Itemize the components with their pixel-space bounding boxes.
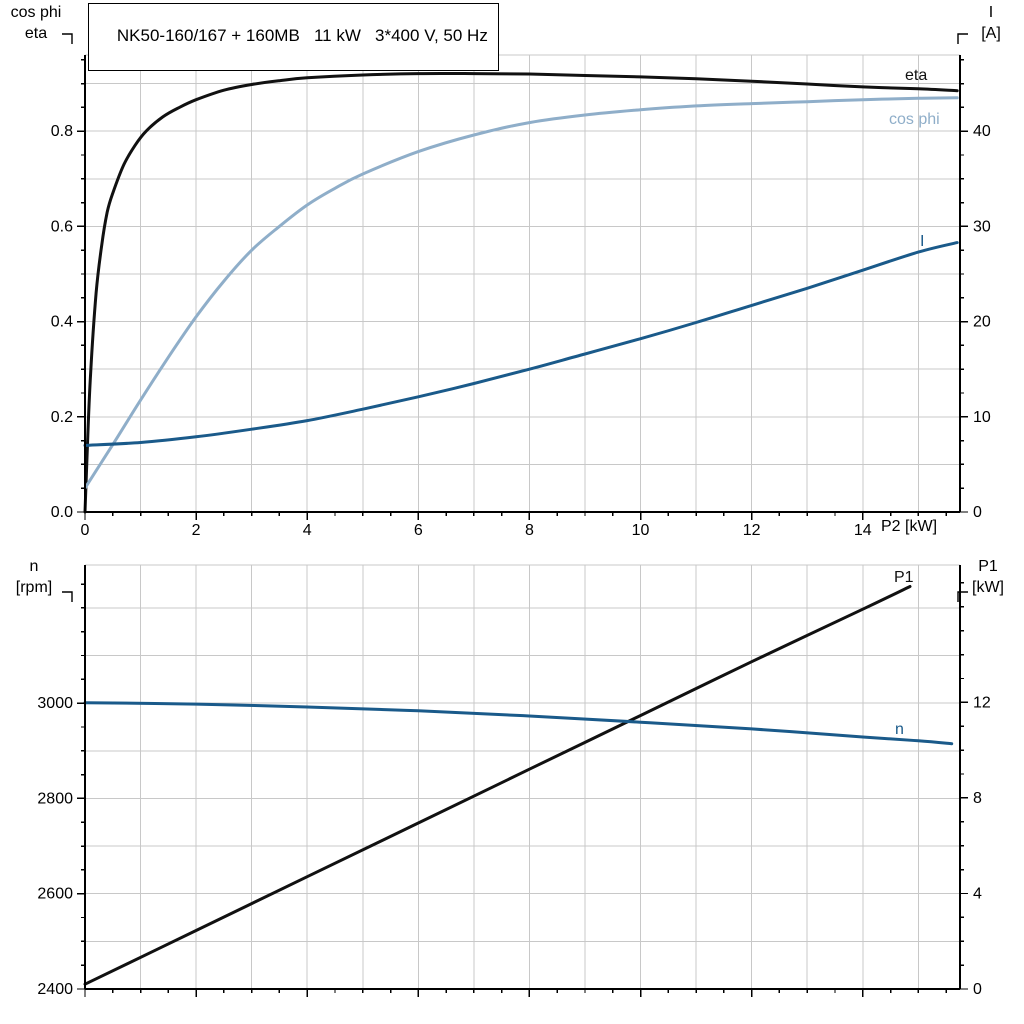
series-curve-n	[83, 701, 954, 746]
y-right-tick-label: 30	[973, 218, 991, 235]
series-curve-eta	[83, 71, 959, 514]
tick-labels: 0 2 4 6 8 10 12 14 0.0 0.2 0.4 0.6 0.8 0 10 20 30 40	[51, 123, 991, 539]
left-axis-title-bottom-line1: n	[29, 558, 39, 575]
curve-label-n: n	[895, 721, 904, 738]
x-axis-label: P2 [kW]	[881, 518, 938, 535]
right-axis-title-line1: I	[988, 4, 994, 21]
left-axis-title-top-panel: cos phi eta	[4, 2, 68, 44]
y-left-tick-label: 2600	[37, 886, 73, 903]
x-tick-label: 10	[632, 522, 650, 539]
y-left-tick-label: 0.8	[51, 123, 73, 140]
y-right-tick-label: 20	[973, 314, 991, 331]
y-right-tick-label: 10	[973, 409, 991, 426]
series-curve-cos-phi	[83, 96, 959, 490]
left-axis-title-bottom-panel: n [rpm]	[4, 556, 64, 598]
y-left-tick-label: 2400	[37, 981, 73, 998]
axis-corner-mark	[957, 591, 968, 602]
ticks	[77, 582, 968, 997]
curve-label-cos-phi: cos phi	[889, 111, 940, 128]
right-axis-title-bottom-line2: [kW]	[972, 579, 1004, 596]
chart-title: NK50-160/167 + 160MB 11 kW 3*400 V, 50 H…	[116, 26, 488, 45]
left-axis-title-bottom-line2: [rpm]	[15, 579, 53, 596]
gridlines	[85, 54, 960, 512]
y-left-tick-label: 0.4	[51, 314, 73, 331]
axis-corner-mark	[957, 33, 968, 44]
x-tick-label: 12	[743, 522, 761, 539]
y-right-tick-label: 4	[973, 885, 982, 902]
right-axis-title-top-panel: I [A]	[965, 2, 1017, 44]
series-curve-P1	[83, 585, 912, 986]
tick-labels: 2400 2600 2800 3000 0 4 8 12	[37, 694, 990, 998]
curve-label-eta: eta	[905, 67, 927, 84]
panel-motor-electrical-panel: 0 2 4 6 8 10 12 14 0.0 0.2 0.4 0.6 0.8 0 10 20 30 40 eta co…	[51, 54, 991, 539]
curve-label-I: I	[920, 233, 924, 250]
left-axis-title-line2: eta	[24, 25, 48, 42]
y-right-tick-label: 8	[973, 790, 982, 807]
y-left-tick-label: 3000	[37, 695, 73, 712]
x-tick-label: 8	[525, 522, 534, 539]
chart-title-box: NK50-160/167 + 160MB 11 kW 3*400 V, 50 H…	[88, 3, 499, 71]
right-axis-title-line2: [A]	[981, 25, 1001, 42]
y-right-tick-label: 12	[973, 694, 991, 711]
y-left-tick-label: 2800	[37, 790, 73, 807]
y-right-tick-label: 0	[973, 981, 982, 998]
x-tick-label: 6	[414, 522, 423, 539]
axis-corner-mark	[62, 33, 73, 44]
x-tick-label: 4	[303, 522, 312, 539]
right-axis-title-bottom-line1: P1	[978, 558, 998, 575]
left-axis-title-line1: cos phi	[10, 4, 62, 21]
x-tick-label: 14	[854, 522, 872, 539]
curve-label-P1: P1	[894, 569, 914, 586]
y-right-tick-label: 40	[973, 123, 991, 140]
x-tick-label: 0	[81, 522, 90, 539]
panel-speed-power-panel: 2400 2600 2800 3000 0 4 8 12 P1 n	[37, 564, 991, 998]
ticks	[77, 59, 968, 520]
y-right-tick-label: 0	[973, 504, 982, 521]
y-left-tick-label: 0.0	[51, 504, 73, 521]
y-left-tick-label: 0.6	[51, 218, 73, 235]
y-left-tick-label: 0.2	[51, 409, 73, 426]
axes	[84, 565, 961, 990]
series-curve-I	[83, 241, 959, 447]
gridlines	[85, 564, 960, 989]
axis-corner-mark	[62, 591, 73, 602]
right-axis-title-bottom-panel: P1 [kW]	[962, 556, 1014, 598]
x-tick-label: 2	[192, 522, 201, 539]
